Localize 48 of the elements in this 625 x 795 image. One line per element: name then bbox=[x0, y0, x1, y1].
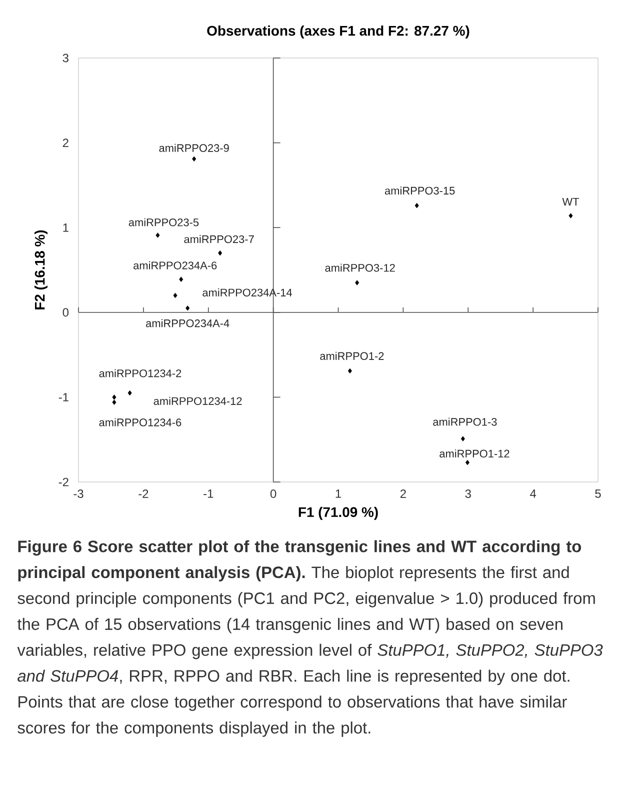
point bbox=[414, 202, 419, 208]
point bbox=[192, 156, 196, 162]
annotation: amiRPPO1-3 bbox=[433, 418, 497, 426]
point bbox=[156, 232, 160, 238]
point bbox=[348, 368, 352, 374]
annotation: amiRPPO234A-4 bbox=[146, 319, 230, 328]
point bbox=[355, 280, 360, 286]
point bbox=[173, 292, 178, 298]
annotation: amiRPPO1234-2 bbox=[99, 369, 182, 378]
annotation: amiRPPO1234-6 bbox=[99, 418, 182, 426]
y-tick-label: 1 bbox=[63, 223, 68, 232]
y-tick-label: -2 bbox=[58, 478, 68, 486]
y-tick-label: 2 bbox=[62, 138, 68, 147]
annotation: amiRPPO1-12 bbox=[440, 449, 510, 458]
annotation: amiRPPO1-2 bbox=[320, 352, 384, 360]
point bbox=[568, 213, 573, 218]
point bbox=[218, 250, 222, 256]
x-axis-title: F1 (71.09 %) bbox=[298, 506, 378, 520]
annotation: amiRPPO23-9 bbox=[159, 144, 229, 152]
annotation: amiRPPO3-12 bbox=[325, 264, 395, 272]
x-tick-label: 1 bbox=[336, 490, 341, 498]
annotation: amiRPPO3-15 bbox=[384, 186, 455, 195]
y-tick-label: 3 bbox=[62, 54, 68, 62]
y-tick-label: 0 bbox=[62, 308, 69, 317]
chart-title: Observations (axes F1 and F2: 87.27 %) bbox=[207, 25, 470, 38]
x-tick-label: 3 bbox=[465, 490, 471, 498]
point bbox=[112, 394, 116, 400]
x-tick-label: 4 bbox=[530, 490, 536, 498]
point bbox=[460, 436, 465, 442]
annotation: amiRPPO234A-6 bbox=[134, 261, 217, 270]
y-axis-title: F2 (16.18 %) bbox=[34, 230, 48, 310]
point bbox=[465, 460, 470, 466]
point bbox=[186, 306, 190, 311]
text: Figure 6 Score scatter plot of the transgenic lines and WT according to principal component analysis (PCA). The bioplot represents the first and second principle components (PC1 and PC2, eigenvalue > 1.0) produced from the PCA of 15 observations (14 transgenic lines and WT) based on seven variables, relative PPO gene expression level of StuPPO1, StuPPO2, StuPPO3 and StuPPO4, RPR, RPPO and RBR. Each line is represented by one dot. Points that are close together correspond to observations that have similar scores for the components displayed in the plot. bbox=[17, 540, 603, 737]
x-tick-label: -1 bbox=[204, 490, 214, 498]
x-tick-label: -3 bbox=[74, 490, 84, 498]
annotation: amiRPPO23-5 bbox=[128, 218, 199, 226]
annotation: amiRPPO23-7 bbox=[184, 235, 254, 244]
x-tick-label: 2 bbox=[400, 490, 406, 498]
annotation: amiRPPO1234-12 bbox=[154, 396, 242, 405]
annotation: WT bbox=[562, 198, 579, 206]
y-tick-label: -1 bbox=[58, 393, 68, 402]
point bbox=[128, 390, 132, 396]
x-tick-label: 0 bbox=[270, 490, 276, 498]
x-tick-label: -2 bbox=[138, 490, 148, 498]
x-tick-label: 5 bbox=[595, 490, 601, 498]
point bbox=[179, 276, 184, 282]
point bbox=[112, 400, 116, 405]
